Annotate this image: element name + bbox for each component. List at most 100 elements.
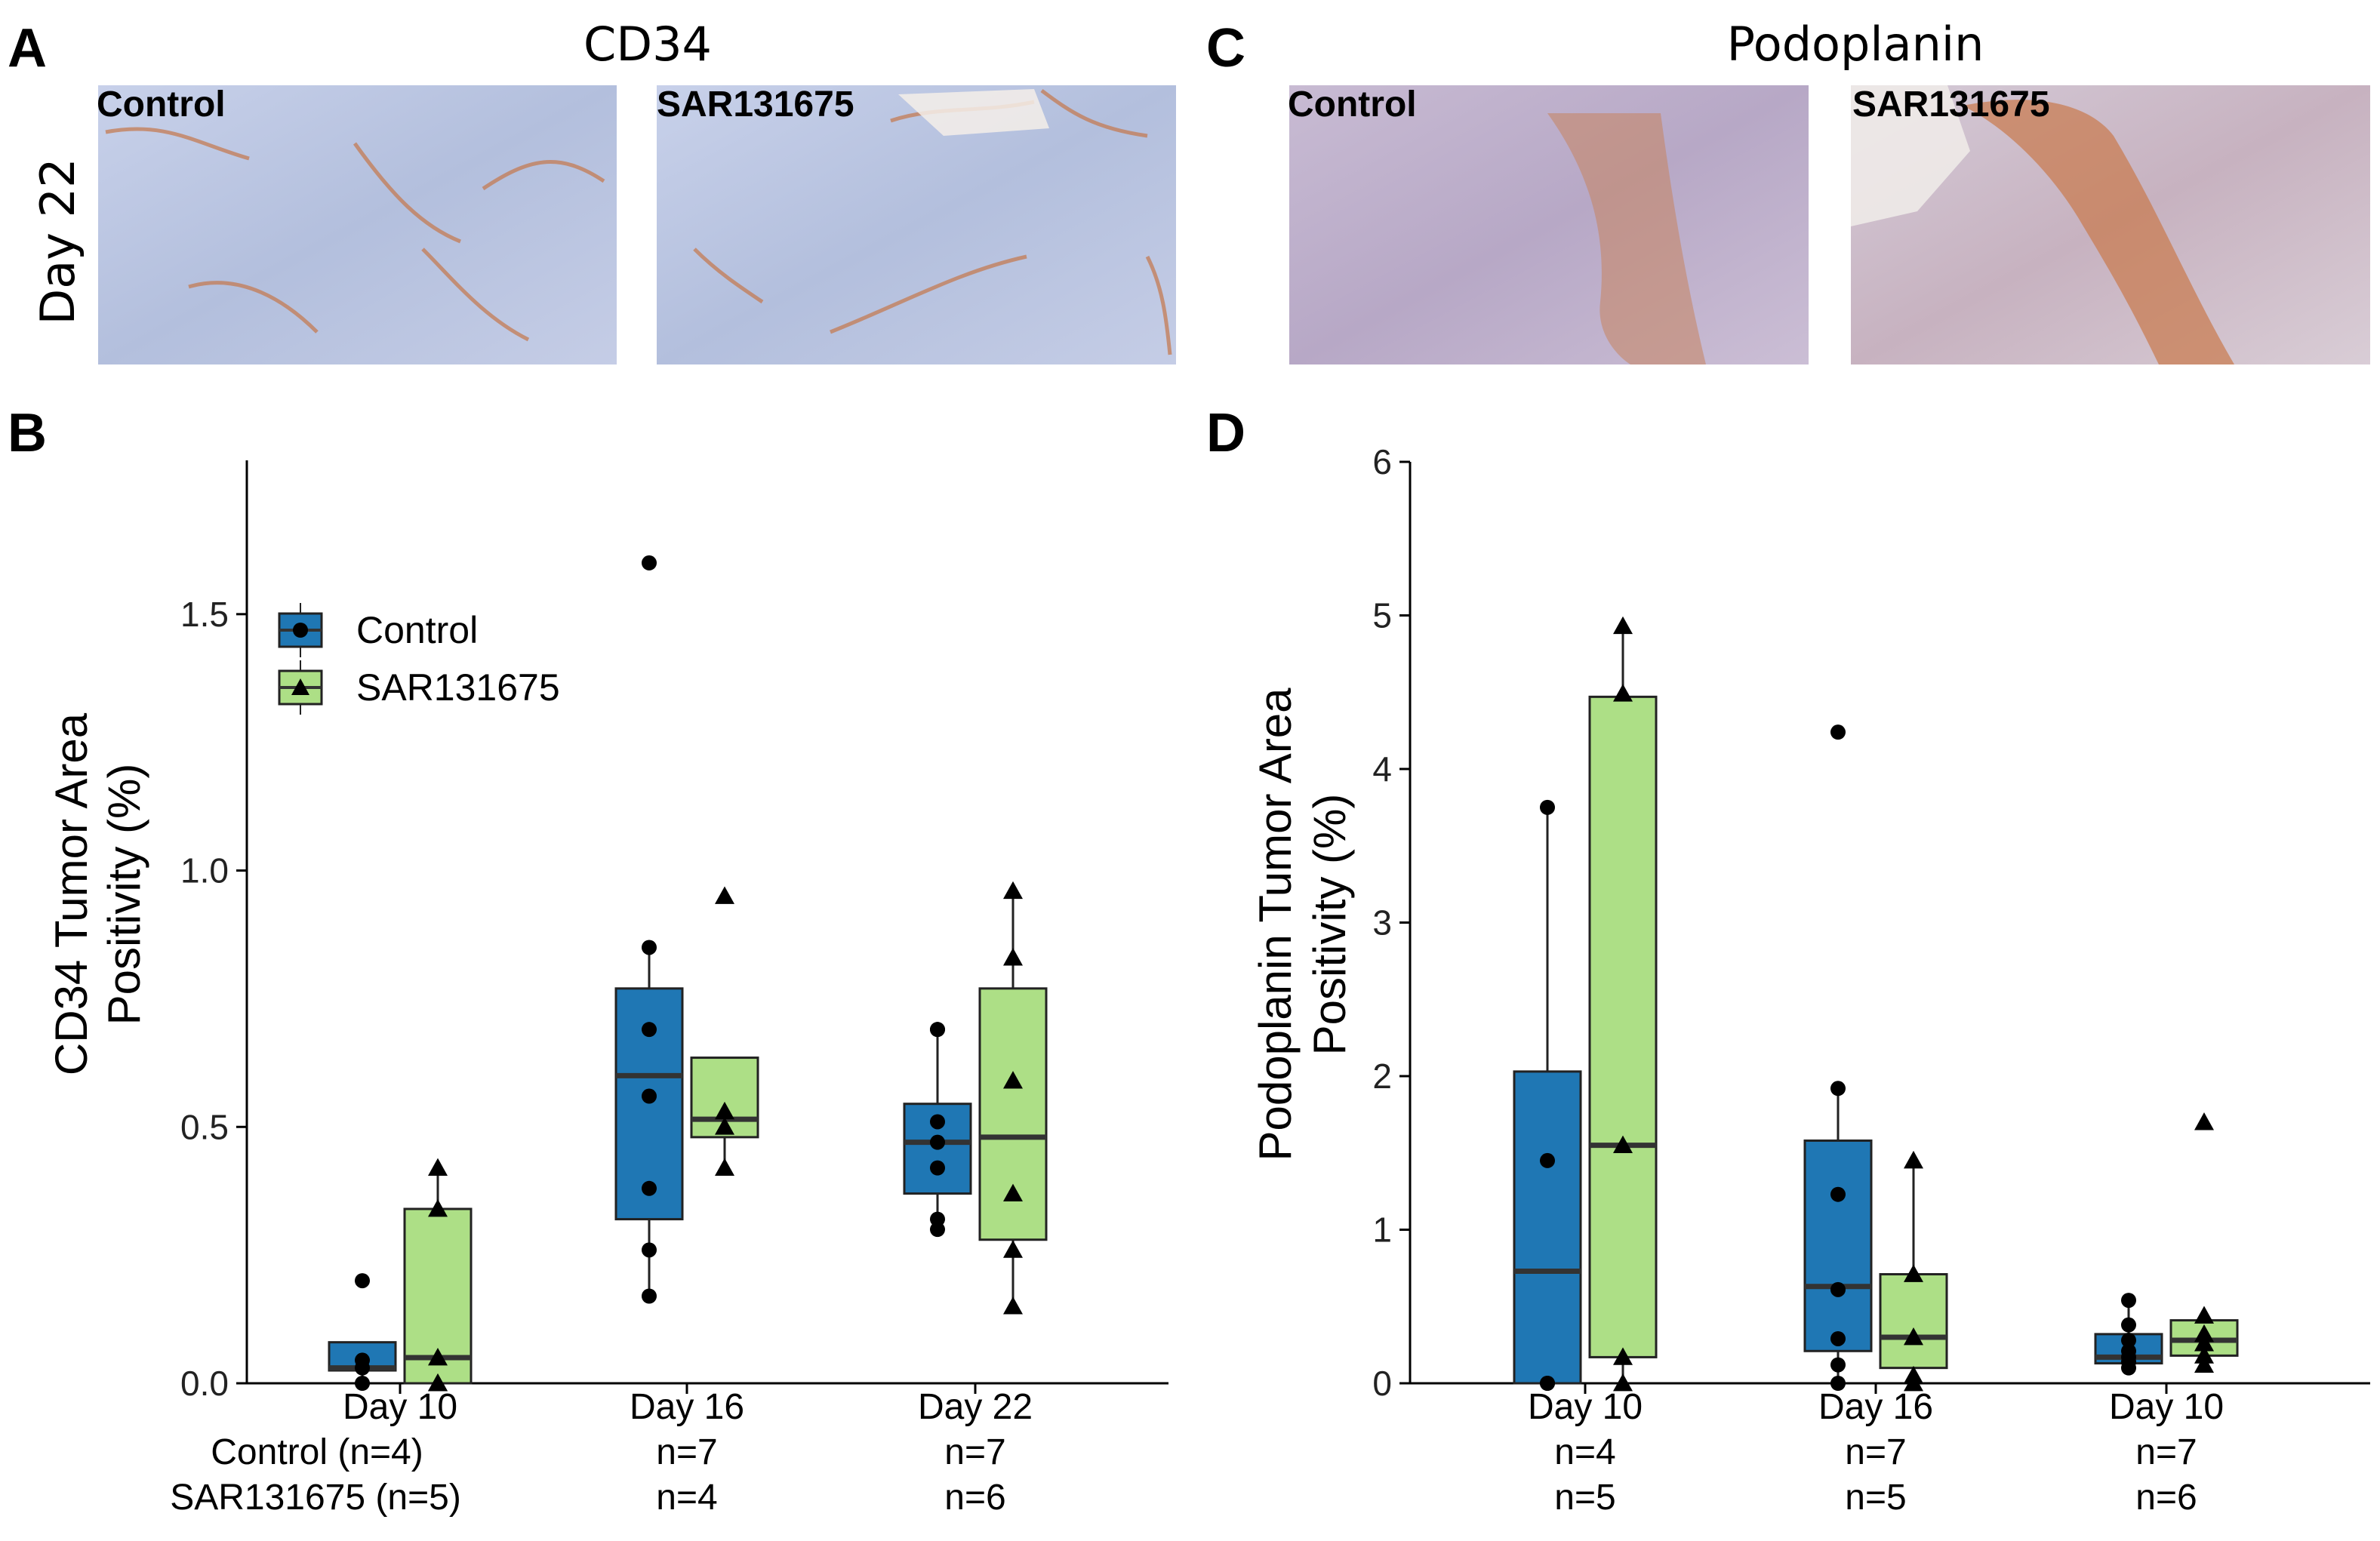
x-tick-label: Day 10 (343, 1387, 457, 1427)
legend-marker (291, 678, 309, 695)
data-point-triangle (1904, 1150, 1923, 1169)
y-tick-label: 1.5 (180, 595, 229, 634)
y-axis-title-line: Positivity (%) (99, 764, 149, 1026)
y-tick-label: 0 (1372, 1364, 1392, 1403)
panel-c-title: Podoplanin (1727, 17, 1984, 72)
micrograph-a-control-label: Control (97, 85, 226, 125)
x-sample-size-label: Control (n=4) (211, 1432, 423, 1472)
data-point-circle (1830, 1081, 1846, 1097)
legend-item-control: Control (278, 603, 478, 657)
data-point-circle (1830, 1186, 1846, 1202)
data-point-triangle (1613, 1347, 1633, 1365)
legend-item-sar131675: SAR131675 (278, 660, 560, 715)
data-point-circle (642, 940, 657, 955)
data-point-triangle (1613, 684, 1633, 702)
data-point-triangle (715, 1158, 734, 1177)
x-sample-size-label: n=5 (1845, 1478, 1906, 1518)
data-point-triangle (715, 1117, 734, 1135)
data-point-circle (2121, 1343, 2136, 1359)
data-point-triangle (2194, 1306, 2214, 1324)
chart-b-cd34: 0.0 0.5 1.0 1.5 CD34 Tumor Area Positivity (%… (46, 460, 1168, 1518)
data-point-circle (930, 1211, 945, 1227)
y-tick-label: 5 (1372, 596, 1392, 635)
micrograph-c-control: Control (1288, 85, 1809, 364)
data-point-triangle (1613, 1373, 1633, 1392)
data-point-circle (642, 1022, 657, 1038)
data-point-circle (2121, 1317, 2136, 1333)
y-tick-label: 2 (1372, 1057, 1392, 1096)
data-point-circle (2121, 1293, 2136, 1309)
data-point-triangle (1003, 948, 1023, 966)
data-point-triangle (1613, 1135, 1633, 1153)
legend-label: Control (356, 609, 478, 651)
series-control (1513, 724, 2163, 1391)
data-point-circle (642, 555, 657, 571)
chart-d-podoplanin: 0 1 2 3 4 5 6 Podoplanin Tumor Area Positivity (… (1250, 442, 2370, 1518)
y-tick-label: 0.5 (180, 1107, 229, 1146)
data-point-triangle (1613, 616, 1633, 635)
data-point-circle (642, 1288, 657, 1304)
data-point-triangle (1003, 881, 1023, 900)
micrograph-c-sar: SAR131675 (1851, 85, 2370, 364)
data-point-triangle (2194, 1355, 2214, 1373)
y-axis-title-line: Podoplanin Tumor Area (1250, 687, 1301, 1161)
data-point-triangle (1904, 1264, 1923, 1282)
data-point-triangle (428, 1348, 448, 1366)
panel-letter-c: C (1206, 18, 1245, 78)
data-point-triangle (1003, 1240, 1023, 1258)
micrograph-c-sar-label: SAR131675 (1852, 85, 2050, 125)
y-axis-title-line: CD34 Tumor Area (46, 712, 97, 1075)
panel-letter-b: B (8, 403, 47, 463)
data-point-circle (642, 1088, 657, 1104)
panel-letter-a: A (8, 18, 47, 78)
x-tick-label: Day 10 (2109, 1387, 2224, 1427)
data-point-triangle (1003, 1071, 1023, 1089)
data-point-triangle (428, 1198, 448, 1217)
data-point-triangle (1904, 1327, 1923, 1346)
data-point-circle (930, 1134, 945, 1150)
row-label-day22: Day 22 (30, 158, 85, 325)
box-sar131675 (1588, 695, 1658, 1358)
x-sample-size-label: n=6 (2135, 1478, 2197, 1518)
x-sample-size-label: SAR131675 (n=5) (170, 1478, 461, 1518)
x-sample-size-label: n=7 (2135, 1432, 2197, 1472)
data-point-circle (930, 1160, 945, 1176)
micrograph-c-control-label: Control (1288, 85, 1417, 125)
data-point-circle (642, 1180, 657, 1196)
data-point-circle (930, 1022, 945, 1038)
series-sar131675 (403, 881, 1048, 1392)
data-point-circle (1540, 1152, 1555, 1168)
data-point-circle (1540, 799, 1555, 815)
data-point-circle (1830, 724, 1846, 740)
data-point-triangle (2194, 1112, 2214, 1130)
x-tick-label: Day 10 (1528, 1387, 1643, 1427)
data-point-circle (355, 1273, 370, 1289)
box-sar131675 (978, 987, 1048, 1241)
y-tick-label: 1.0 (180, 851, 229, 890)
y-tick-label: 4 (1372, 749, 1392, 789)
data-point-triangle (715, 886, 734, 904)
data-point-circle (1830, 1376, 1846, 1391)
micrograph-a-sar-label: SAR131675 (657, 85, 854, 125)
x-tick-label: Day 16 (1818, 1387, 1933, 1427)
box-control (1513, 1070, 1582, 1385)
panel-letter-d: D (1206, 403, 1245, 463)
x-sample-size-label: n=4 (1554, 1432, 1615, 1472)
data-point-triangle (715, 1101, 734, 1120)
y-axis-title-line: Positivity (%) (1304, 794, 1355, 1056)
data-point-circle (355, 1352, 370, 1368)
series-sar131675 (1588, 616, 2239, 1392)
data-point-triangle (1003, 1183, 1023, 1202)
y-tick-label: 3 (1372, 903, 1392, 943)
data-point-triangle (2194, 1324, 2214, 1343)
legend-marker (293, 623, 308, 638)
data-point-triangle (428, 1373, 448, 1392)
data-point-triangle (1904, 1373, 1923, 1392)
data-point-triangle (2194, 1333, 2214, 1352)
y-tick-label: 1 (1372, 1210, 1392, 1250)
legend-label: SAR131675 (356, 666, 560, 709)
micrograph-a-control: Control (97, 85, 617, 364)
data-point-circle (355, 1376, 370, 1391)
box-sar131675 (1879, 1273, 1948, 1370)
